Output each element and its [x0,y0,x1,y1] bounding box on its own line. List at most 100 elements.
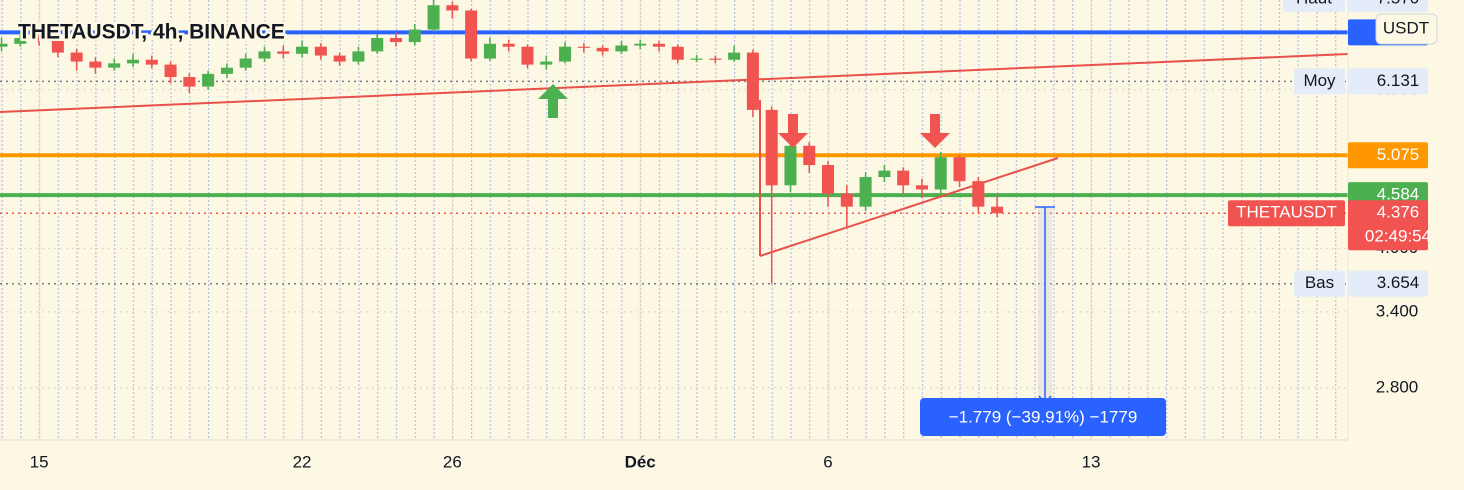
measure-box [920,398,1166,436]
candle-body [690,58,703,60]
candle-body [897,170,910,186]
candle-body [333,55,346,62]
name-tag [1294,68,1345,95]
candle-body [972,181,985,207]
candle-body [540,61,553,65]
candle-body [258,51,271,59]
grid [0,0,1348,440]
candle-body [709,58,722,60]
candle-body [389,38,402,43]
candle-body [728,52,741,60]
candle-body [108,63,121,68]
trend-line [0,53,1349,113]
name-tag-label: Moy [1303,71,1336,90]
price-tag-label: 6.131 [1377,71,1420,90]
x-tick-label: 6 [823,452,832,471]
candle-body [934,157,947,190]
candle-body [183,77,196,87]
candle-body [126,59,140,64]
candle-body [746,52,759,110]
name-tag [1283,0,1345,12]
x-tick-label: 15 [30,452,49,471]
candle-body [220,67,233,74]
candle-body [878,170,891,178]
candle-body [202,73,215,87]
y-tick-label: 3.400 [1376,301,1419,320]
price-tag [1348,0,1428,12]
candle-body [145,59,158,65]
measure-label: −1.779 (−39.91%) −1779 [949,407,1138,426]
candle-body [427,5,440,30]
candle-body [0,43,8,47]
candle-body [765,109,778,186]
candle-body [33,38,46,41]
arrows [538,84,950,148]
price-tag [1348,68,1428,95]
candle-body [915,185,928,190]
grid-pattern [0,0,1348,440]
candle-body [408,29,421,43]
x-tick-label: 13 [1082,452,1101,471]
price-tag-label: 3.654 [1377,273,1420,292]
candle-body [446,5,459,11]
candle-body [483,43,496,59]
candle-body [239,58,252,68]
x-tick-label: 26 [443,452,462,471]
price-tag [1348,200,1428,251]
price-tag-label: 4.376 [1377,203,1420,222]
candle-body [596,47,609,52]
candle-body [991,206,1004,214]
candle-body [70,52,83,62]
x-tick-label: Déc [625,452,656,471]
trend-line [759,157,1059,257]
trend-lines [0,53,1349,257]
candle-body [634,43,647,46]
name-tag-label: THETAUSDT [1236,203,1337,222]
name-tag-label: Haut [1296,0,1332,7]
candle-body [671,46,684,60]
candle-body [277,51,290,54]
name-tag [1294,270,1345,297]
price-tag [1348,270,1428,297]
x-tick-label: 22 [293,452,312,471]
candle-body [352,51,365,62]
price-tag-label: 7.570 [1377,0,1420,7]
candle-body [652,43,665,47]
candle-body [51,40,64,53]
level-lines [0,30,1348,285]
candle-body [502,43,515,47]
chart-title: THETAUSDT, 4h, BINANCE [18,21,285,44]
measure-tool: −1.779 (−39.91%) −1779 [920,206,1166,436]
currency-button-box[interactable] [1375,13,1438,45]
candle-body [840,193,853,207]
candle-body [296,46,309,54]
candle-body [89,61,102,68]
y-tick-label: 2.800 [1376,377,1419,396]
price-tag-label: 5.075 [1377,145,1420,164]
candle-body [859,177,872,207]
price-tags: 7.570Haut6.9506.131Moy5.0754.5844.37602:… [1228,0,1431,297]
candle-body [953,157,966,182]
price-tag [1348,142,1428,169]
candles [0,0,1004,284]
candle-body [784,145,797,186]
name-tag-label: Bas [1305,273,1334,292]
candle-body [521,46,534,65]
candle-body [14,38,27,44]
currency-button[interactable]: USDT [1375,13,1438,45]
candle-body [577,46,590,48]
candle-body [314,46,327,56]
price-tag-label: 4.584 [1377,185,1420,204]
up-arrow [538,84,568,118]
countdown: 02:49:54 [1365,227,1431,246]
candle-body [371,38,384,52]
name-tag [1228,200,1345,227]
currency-button-label[interactable]: USDT [1383,18,1429,37]
candle-body [465,10,478,59]
down-arrow [920,114,950,148]
candle-body [803,145,816,166]
candle-body [615,45,628,52]
candle-body [822,165,835,194]
candle-body [559,46,572,62]
